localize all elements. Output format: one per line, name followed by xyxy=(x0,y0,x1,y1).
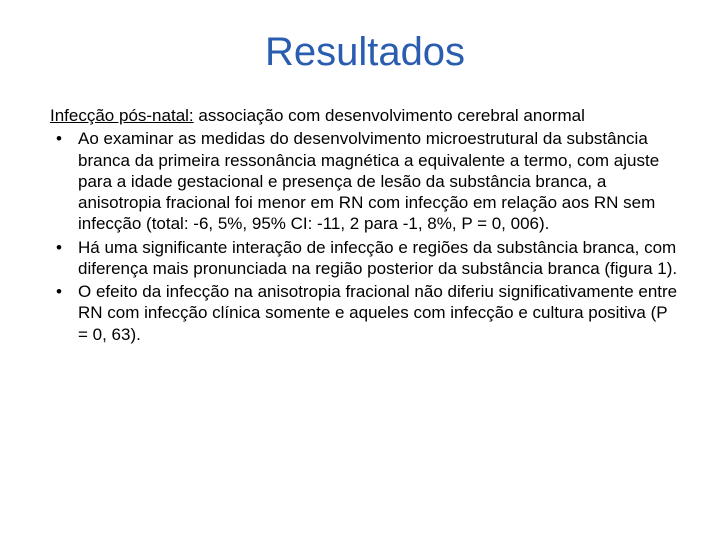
subheading-underlined: Infecção pós-natal: xyxy=(50,106,194,125)
subheading-rest: associação com desenvolvimento cerebral … xyxy=(194,106,585,125)
section-subheading: Infecção pós-natal: associação com desen… xyxy=(50,105,680,126)
list-item: Ao examinar as medidas do desenvolviment… xyxy=(50,128,680,234)
slide: Resultados Infecção pós-natal: associaçã… xyxy=(0,0,720,540)
bullet-list: Ao examinar as medidas do desenvolviment… xyxy=(50,128,680,345)
list-item: Há uma significante interação de infecçã… xyxy=(50,237,680,280)
slide-title: Resultados xyxy=(50,30,680,75)
list-item: O efeito da infecção na anisotropia frac… xyxy=(50,281,680,345)
